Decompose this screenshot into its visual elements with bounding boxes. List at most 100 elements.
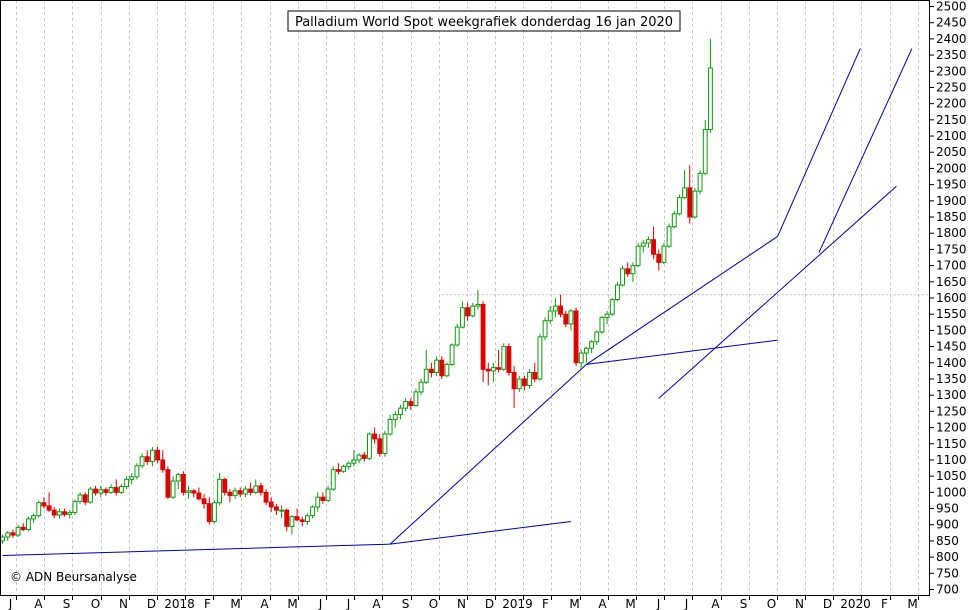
candle-body <box>134 465 140 478</box>
candle <box>702 119 708 175</box>
candle-body <box>413 391 419 407</box>
candle <box>640 239 646 253</box>
candle-body <box>630 265 636 275</box>
candle-body <box>656 253 662 263</box>
candle <box>134 463 140 480</box>
candle-body <box>542 320 548 338</box>
x-tick-label: N <box>795 597 804 610</box>
candle-body <box>144 456 150 463</box>
candle-body <box>56 511 62 516</box>
candle-body <box>180 474 186 493</box>
x-tick-label: F <box>204 597 211 610</box>
x-tick-label: J <box>8 597 13 610</box>
candle <box>439 356 445 379</box>
candle-body <box>103 489 109 493</box>
candle <box>299 516 305 527</box>
candle <box>51 506 57 519</box>
candle-body <box>614 284 620 301</box>
candle-body <box>87 488 93 503</box>
candle <box>124 476 130 490</box>
candle <box>186 485 192 499</box>
candle <box>692 187 698 219</box>
candle-body <box>599 316 605 333</box>
y-tick-label: 1350 <box>936 372 967 386</box>
candle-body <box>558 305 564 315</box>
candle <box>258 482 264 496</box>
y-tick-label: 1100 <box>936 453 967 467</box>
y-tick-label: 1700 <box>936 259 967 273</box>
trendline-secondary <box>658 185 897 399</box>
x-tick-label: M <box>625 597 635 610</box>
candle <box>103 487 109 496</box>
candle <box>604 310 610 324</box>
candle-body <box>273 506 279 511</box>
candle-body <box>527 372 533 386</box>
candle-body <box>687 187 693 218</box>
candle-body <box>382 433 388 454</box>
candle <box>93 485 99 496</box>
x-tick-label: O <box>91 597 100 610</box>
candle-body <box>206 503 212 523</box>
candle <box>630 262 636 282</box>
y-tick-label: 1450 <box>936 340 967 354</box>
candle <box>485 362 491 386</box>
candle <box>227 489 233 503</box>
y-tick-label: 750 <box>936 566 959 580</box>
candle <box>372 427 378 444</box>
candle-body <box>434 359 440 374</box>
trendline <box>777 48 861 237</box>
candle <box>144 450 150 465</box>
candle <box>273 503 279 516</box>
candle <box>656 249 662 271</box>
candle-body <box>149 449 155 463</box>
candle <box>537 333 543 381</box>
candle-body <box>583 347 589 354</box>
candlesticks <box>0 38 713 545</box>
x-tick-label: N <box>457 597 466 610</box>
candle-body <box>563 313 569 325</box>
candle-body <box>124 478 130 488</box>
candle-body <box>196 492 202 500</box>
candle <box>377 434 383 457</box>
candle <box>232 487 238 499</box>
candle <box>46 492 52 512</box>
candle-body <box>310 506 316 517</box>
candle-body <box>284 509 290 527</box>
candle <box>31 513 37 524</box>
candle <box>573 307 579 367</box>
candle-body <box>439 359 445 377</box>
candle <box>594 330 600 345</box>
trendline <box>2 543 391 557</box>
x-tick-label: J <box>346 597 351 610</box>
candle <box>470 302 476 318</box>
candle <box>589 340 595 354</box>
candle-body <box>82 494 88 503</box>
candle-body <box>475 303 481 307</box>
candle <box>413 388 419 407</box>
candle-body <box>485 368 491 372</box>
candle-body <box>490 367 496 372</box>
candle <box>506 343 512 376</box>
candle <box>118 484 124 494</box>
y-tick-label: 2500 <box>936 0 967 13</box>
trendline <box>586 236 778 365</box>
candle-body <box>403 401 409 409</box>
candle-body <box>589 341 595 349</box>
candle-body <box>191 490 197 494</box>
y-tick-label: 2000 <box>936 161 967 175</box>
candle-body <box>20 526 26 531</box>
candle-body <box>671 213 677 228</box>
candle-body <box>454 326 460 346</box>
candle-body <box>532 372 538 380</box>
candle-body <box>294 516 300 521</box>
candle-body <box>372 433 378 440</box>
candle-body <box>397 407 403 416</box>
candle <box>310 505 316 519</box>
candle-body <box>428 368 434 373</box>
candle-body <box>304 515 310 522</box>
candle-body <box>113 486 119 493</box>
candle <box>547 306 553 324</box>
y-tick-label: 1850 <box>936 210 967 224</box>
candle <box>697 170 703 195</box>
candle <box>676 194 682 216</box>
